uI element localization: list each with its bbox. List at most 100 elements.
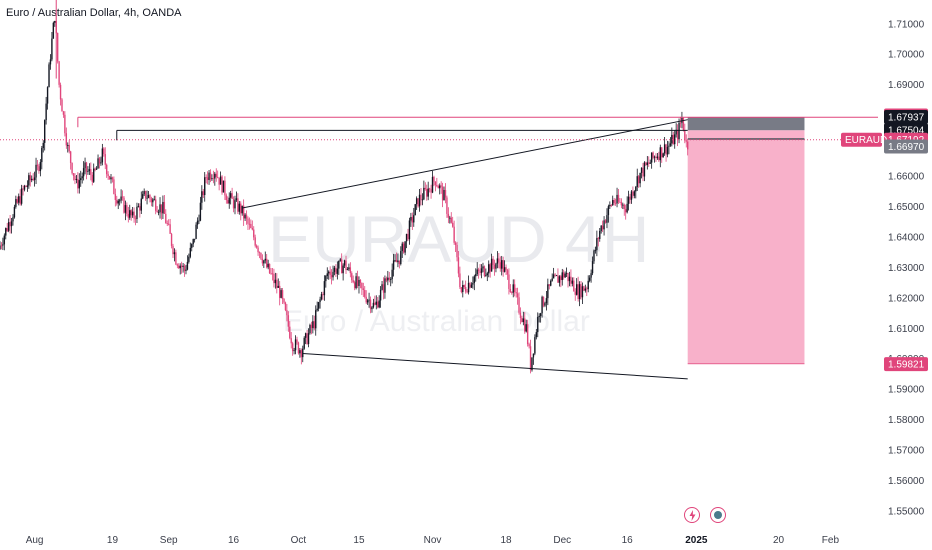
candle-body [625, 209, 627, 213]
candle-body [358, 279, 360, 287]
candle-body [74, 175, 76, 180]
candle-body [309, 324, 311, 334]
lower-wedge-line[interactable] [302, 353, 688, 380]
candle-body [178, 265, 180, 269]
candle-body [395, 259, 398, 263]
candle-body [633, 191, 636, 196]
candle-body [144, 191, 147, 199]
candle-body [462, 285, 464, 293]
candle-body [276, 279, 278, 288]
candle-body [143, 191, 145, 195]
time-axis[interactable]: Aug 19 Sep 16 Oct 15 Nov 18 Dec 16 2025 20 Feb [26, 535, 840, 546]
candle-body [539, 313, 542, 316]
candle-body [636, 176, 638, 187]
plot-area[interactable] [0, 0, 878, 380]
candle-body [277, 285, 279, 288]
candle-body [451, 222, 454, 227]
price-tick-label: 1.71000 [888, 19, 925, 30]
candle-body [567, 272, 569, 282]
price-tick-label: 1.66000 [888, 172, 925, 183]
candle-body [310, 324, 313, 329]
symbol-tag-box [841, 132, 882, 147]
candle-body [10, 221, 13, 227]
candle-body [325, 275, 327, 282]
candle-body [359, 279, 362, 283]
candle-body [371, 307, 373, 310]
candle-body [476, 269, 478, 275]
candle-body [542, 296, 545, 306]
candle-body [192, 239, 194, 245]
candle-body [261, 258, 264, 264]
time-tick-label: Dec [553, 535, 571, 546]
candle-body [0, 245, 3, 247]
candle-body [681, 117, 683, 123]
candle-body [77, 178, 79, 189]
lower-level-label-box [884, 139, 928, 154]
candle-body [475, 274, 477, 277]
candle-body [214, 173, 216, 179]
candle-body [333, 267, 336, 272]
candle-body [38, 166, 40, 172]
price-tick-label: 1.65000 [888, 202, 925, 213]
candle-body [195, 224, 197, 239]
calendar-event-icon[interactable] [710, 507, 726, 523]
candle-body [577, 284, 579, 300]
candle-body [286, 310, 288, 316]
candle-body [302, 348, 304, 358]
candle-body [0, 245, 1, 250]
candle-body [316, 308, 318, 311]
candle-body [663, 144, 666, 154]
candle-body [146, 197, 148, 199]
candle-body [332, 271, 334, 278]
candle-body [411, 216, 414, 223]
time-tick-label: Feb [822, 535, 840, 546]
candle-body [42, 142, 44, 149]
candle-body [54, 20, 56, 23]
candle-body [614, 202, 617, 204]
candle-body [629, 196, 631, 200]
candle-body [606, 215, 608, 223]
candle-body [655, 156, 657, 159]
candle-body [392, 260, 395, 270]
candle-body [166, 223, 168, 225]
candle-body [232, 198, 235, 209]
candle-body [463, 285, 465, 287]
candle-body [219, 176, 222, 185]
candle-body [623, 204, 625, 210]
candle-body [304, 333, 307, 338]
candle-body [460, 287, 463, 293]
candle-body [206, 177, 209, 181]
stop-zone[interactable] [687, 117, 805, 131]
candle-body [571, 280, 574, 284]
candle-body [82, 168, 85, 177]
candle-body [222, 180, 225, 193]
candle-body [635, 186, 637, 192]
candle-body [72, 173, 75, 176]
candle-body [202, 191, 204, 196]
candle-body [237, 198, 239, 212]
candle-body [191, 244, 193, 248]
candle-body [550, 280, 552, 286]
candle-body [682, 117, 685, 131]
candle-body [32, 178, 34, 181]
candle-body [391, 269, 393, 280]
candle-body [26, 185, 29, 187]
candle-body [328, 271, 330, 274]
candle-body [665, 144, 667, 155]
price-axis[interactable]: 1.550001.560001.570001.580001.590001.600… [841, 19, 928, 517]
candle-body [472, 282, 474, 285]
candle-body [509, 288, 512, 293]
candle-body [558, 276, 561, 283]
lightning-icon[interactable] [684, 507, 700, 523]
candle-body [434, 181, 437, 186]
candle-body [485, 275, 487, 277]
candle-body [85, 162, 88, 172]
target-zone[interactable] [687, 130, 805, 365]
candle-body [643, 162, 646, 177]
upper-wedge-line[interactable] [242, 119, 688, 209]
candle-body [626, 203, 628, 213]
candle-body [199, 202, 202, 221]
candle-body [80, 178, 82, 181]
candle-body [104, 154, 106, 165]
